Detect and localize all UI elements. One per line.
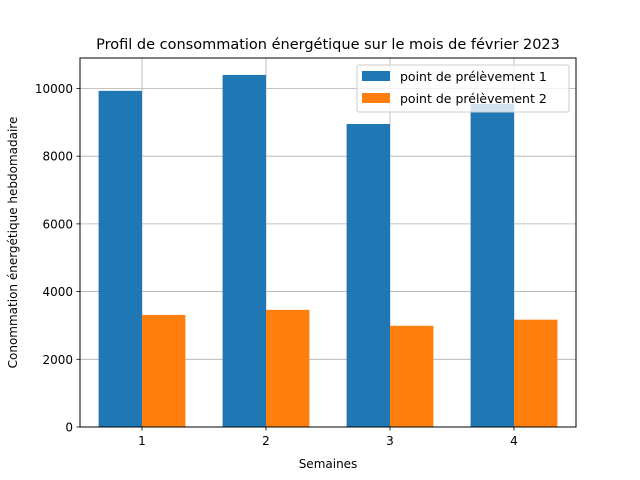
x-axis-label: Semaines — [299, 457, 358, 471]
bar-series-2 — [142, 314, 186, 427]
y-tick-label: 8000 — [42, 150, 73, 164]
x-tick-label: 1 — [138, 434, 146, 448]
x-axis-ticks: 1 2 3 4 — [138, 427, 518, 448]
y-tick-label: 10000 — [35, 82, 73, 96]
x-tick-label: 3 — [386, 434, 394, 448]
bar-series-2 — [514, 319, 558, 427]
y-axis-label: Conommation énergétique hebdomadaire — [6, 117, 20, 369]
x-tick-label: 4 — [510, 434, 518, 448]
legend-label-series-2: point de prélèvement 2 — [400, 91, 547, 106]
y-tick-label: 6000 — [42, 217, 73, 231]
bar-series-2 — [266, 309, 310, 427]
y-tick-label: 4000 — [42, 285, 73, 299]
y-axis-ticks: 0 2000 4000 6000 8000 10000 — [35, 82, 80, 435]
bars — [98, 74, 558, 427]
bar-series-1 — [222, 74, 266, 427]
y-tick-label: 2000 — [42, 353, 73, 367]
bar-series-1 — [470, 103, 514, 427]
legend-box — [356, 64, 570, 113]
legend-swatch-series-1 — [362, 71, 390, 81]
bar-series-1 — [346, 124, 390, 427]
legend-swatch-series-2 — [362, 93, 390, 103]
plot-frame — [79, 57, 577, 428]
legend-label-series-1: point de prélèvement 1 — [400, 69, 547, 84]
bar-series-2 — [390, 325, 434, 427]
x-tick-label: 2 — [262, 434, 270, 448]
legend: point de prélèvement 1 point de prélèvem… — [356, 64, 570, 113]
chart-title: Profil de consommation énergétique sur l… — [96, 37, 560, 53]
bar-series-1 — [98, 90, 142, 427]
y-tick-label: 0 — [65, 421, 73, 435]
